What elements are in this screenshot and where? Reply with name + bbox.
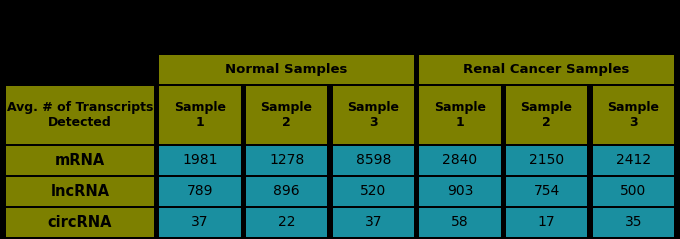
Bar — [593, 177, 674, 206]
Text: mRNA: mRNA — [55, 153, 105, 168]
Text: Sample
2: Sample 2 — [521, 101, 573, 129]
Text: Normal Samples: Normal Samples — [225, 63, 347, 76]
Bar — [159, 208, 241, 237]
Text: 35: 35 — [624, 215, 642, 229]
Bar — [420, 208, 500, 237]
Text: 22: 22 — [278, 215, 295, 229]
Text: 58: 58 — [451, 215, 469, 229]
Bar — [246, 177, 327, 206]
Bar — [333, 86, 414, 144]
Text: Sample
1: Sample 1 — [174, 101, 226, 129]
Bar — [506, 146, 588, 175]
Text: 8598: 8598 — [356, 153, 391, 167]
Bar — [159, 146, 241, 175]
Text: Sample
3: Sample 3 — [607, 101, 660, 129]
Text: 754: 754 — [534, 184, 560, 198]
Bar — [420, 55, 674, 84]
Bar — [333, 146, 414, 175]
Bar — [6, 86, 154, 144]
Text: 500: 500 — [620, 184, 647, 198]
Bar — [333, 177, 414, 206]
Bar — [593, 146, 674, 175]
Text: 2150: 2150 — [529, 153, 564, 167]
Bar — [6, 55, 154, 84]
Bar — [506, 86, 588, 144]
Bar — [593, 86, 674, 144]
Text: circRNA: circRNA — [48, 215, 112, 230]
Text: Sample
3: Sample 3 — [347, 101, 399, 129]
Text: 17: 17 — [538, 215, 556, 229]
Text: Sample
1: Sample 1 — [434, 101, 486, 129]
Bar — [159, 55, 414, 84]
Text: 789: 789 — [187, 184, 213, 198]
Text: 1981: 1981 — [182, 153, 218, 167]
Text: 1278: 1278 — [269, 153, 304, 167]
Bar — [6, 177, 154, 206]
Text: Sample
2: Sample 2 — [260, 101, 313, 129]
Text: 2412: 2412 — [615, 153, 651, 167]
Bar — [6, 208, 154, 237]
Text: 37: 37 — [364, 215, 382, 229]
Bar — [420, 86, 500, 144]
Bar — [333, 208, 414, 237]
Text: 37: 37 — [191, 215, 209, 229]
Bar — [246, 146, 327, 175]
Text: 903: 903 — [447, 184, 473, 198]
Text: 896: 896 — [273, 184, 300, 198]
Bar — [420, 177, 500, 206]
Bar — [246, 208, 327, 237]
Bar — [6, 146, 154, 175]
Bar — [159, 177, 241, 206]
Bar — [159, 86, 241, 144]
Bar — [420, 146, 500, 175]
Text: Avg. # of Transcripts
Detected: Avg. # of Transcripts Detected — [7, 101, 153, 129]
Text: Renal Cancer Samples: Renal Cancer Samples — [463, 63, 630, 76]
Bar — [506, 208, 588, 237]
Bar — [593, 208, 674, 237]
Text: 520: 520 — [360, 184, 386, 198]
Bar — [506, 177, 588, 206]
Bar — [246, 86, 327, 144]
Text: lncRNA: lncRNA — [50, 184, 109, 199]
Text: 2840: 2840 — [443, 153, 477, 167]
